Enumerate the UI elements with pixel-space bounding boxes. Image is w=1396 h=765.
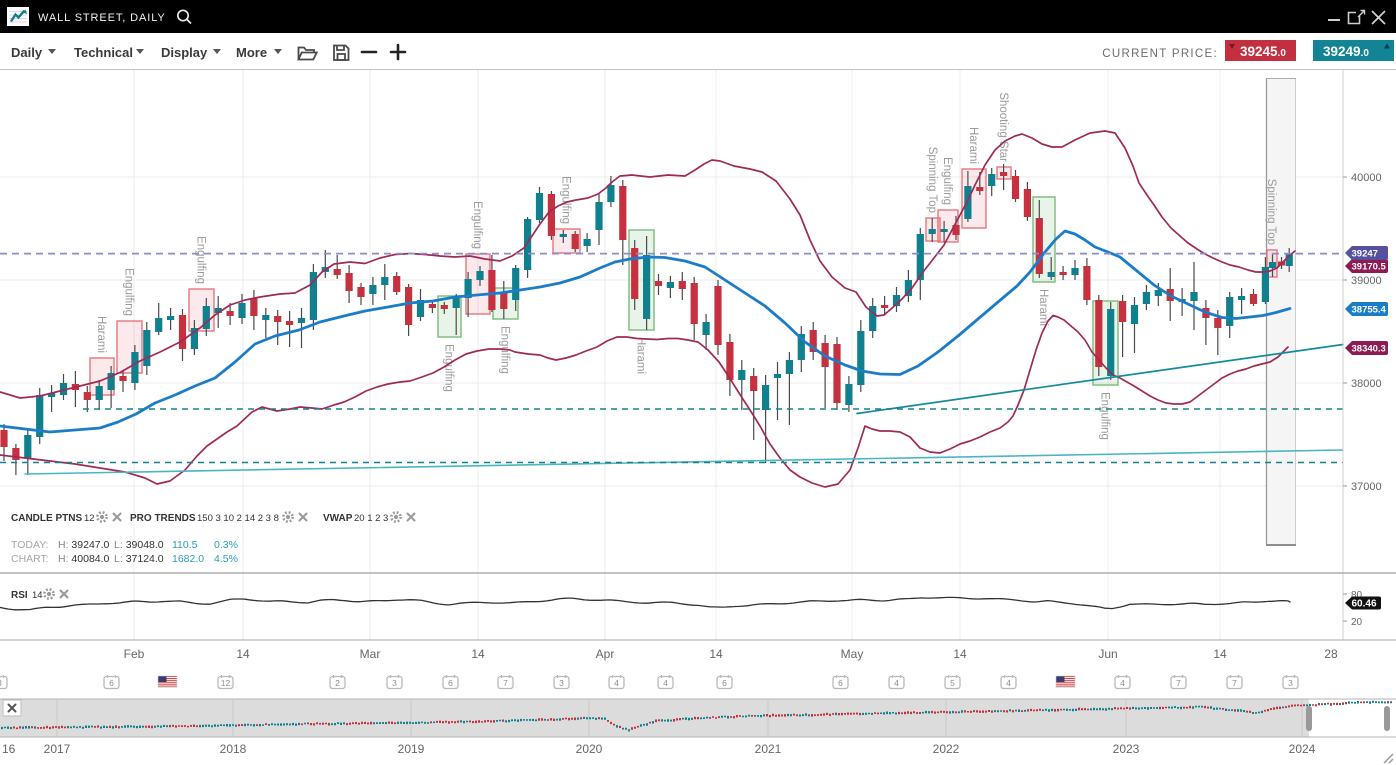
svg-text:Engulfing: Engulfing	[941, 157, 953, 205]
svg-text:Harami: Harami	[95, 316, 107, 353]
svg-text:RSI: RSI	[11, 590, 28, 601]
svg-text:3: 3	[1288, 678, 1293, 688]
svg-text:CHART:: CHART:	[11, 553, 49, 565]
svg-text:Feb: Feb	[124, 647, 145, 661]
svg-text:Harami: Harami	[967, 127, 979, 164]
svg-text:Harami: Harami	[635, 337, 647, 374]
svg-text:110.5: 110.5	[172, 539, 198, 551]
svg-text:2018: 2018	[220, 742, 247, 756]
svg-text:3: 3	[559, 678, 564, 688]
svg-text:Apr: Apr	[596, 647, 615, 661]
svg-text:VWAP: VWAP	[323, 513, 353, 524]
svg-text:4: 4	[894, 678, 899, 688]
svg-text:Mar: Mar	[360, 647, 381, 661]
svg-text:Engulfing: Engulfing	[123, 268, 135, 316]
svg-text:Jun: Jun	[1098, 647, 1117, 661]
svg-text:39000: 39000	[1351, 275, 1382, 287]
svg-text:4.5%: 4.5%	[214, 553, 238, 565]
svg-text:7: 7	[1232, 678, 1237, 688]
svg-text:7: 7	[503, 678, 508, 688]
svg-text:38340.3: 38340.3	[1352, 344, 1386, 355]
svg-text:80: 80	[1351, 590, 1363, 601]
svg-text:28: 28	[1324, 647, 1338, 661]
svg-text:6: 6	[838, 678, 843, 688]
svg-text:39170.5: 39170.5	[1352, 262, 1387, 273]
svg-text:Engulfing: Engulfing	[1099, 392, 1111, 440]
svg-text:Spinning Top: Spinning Top	[926, 147, 938, 213]
svg-text:2021: 2021	[755, 742, 782, 756]
svg-text:2019: 2019	[398, 742, 425, 756]
svg-text:14: 14	[236, 647, 250, 661]
svg-text:PRO TRENDS: PRO TRENDS	[130, 513, 196, 524]
svg-text:TODAY:: TODAY:	[11, 539, 49, 551]
svg-text:2022: 2022	[933, 742, 960, 756]
svg-text:Engulfing: Engulfing	[471, 201, 483, 249]
svg-text:7: 7	[1176, 678, 1181, 688]
svg-text:14: 14	[953, 647, 967, 661]
svg-text:39249.0: 39249.0	[1323, 44, 1369, 59]
svg-text:2020: 2020	[576, 742, 603, 756]
svg-text:0.3%: 0.3%	[214, 539, 238, 551]
svg-text:14: 14	[1213, 647, 1227, 661]
svg-text:May: May	[841, 647, 864, 661]
svg-text:38755.4: 38755.4	[1352, 305, 1387, 316]
svg-text:Spinning Top: Spinning Top	[1265, 179, 1277, 245]
svg-text:2017: 2017	[44, 742, 71, 756]
svg-text:5: 5	[950, 678, 955, 688]
svg-text:6: 6	[722, 678, 727, 688]
svg-text:14: 14	[471, 647, 485, 661]
svg-text:14: 14	[32, 590, 43, 601]
svg-text:H: 40084.0: H: 40084.0	[58, 553, 110, 565]
svg-text:3: 3	[392, 678, 397, 688]
svg-text:6: 6	[109, 678, 114, 688]
svg-text:WALL STREET, DAILY: WALL STREET, DAILY	[38, 12, 166, 24]
svg-text:4: 4	[663, 678, 668, 688]
svg-text:60.46: 60.46	[1352, 599, 1377, 610]
svg-text:L: 39048.0: L: 39048.0	[114, 539, 164, 551]
svg-text:16: 16	[2, 742, 16, 756]
svg-text:4: 4	[1120, 678, 1125, 688]
svg-text:39247: 39247	[1352, 249, 1378, 260]
svg-text:20: 20	[1351, 617, 1363, 628]
svg-text:2: 2	[335, 678, 340, 688]
svg-text:1682.0: 1682.0	[172, 553, 204, 565]
svg-text:2024: 2024	[1289, 742, 1316, 756]
svg-text:Engulfing: Engulfing	[560, 176, 572, 224]
svg-text:6: 6	[448, 678, 453, 688]
svg-text:Engulfing: Engulfing	[195, 236, 207, 284]
svg-text:Display: Display	[161, 45, 208, 60]
svg-text:L: 37124.0: L: 37124.0	[114, 553, 164, 565]
svg-text:150 3 10 2 14 2 3 8: 150 3 10 2 14 2 3 8	[197, 513, 279, 524]
svg-text:Technical: Technical	[74, 45, 133, 60]
svg-text:38000: 38000	[1351, 378, 1382, 390]
svg-text:2023: 2023	[1113, 742, 1140, 756]
svg-text:CURRENT PRICE:: CURRENT PRICE:	[1102, 48, 1218, 60]
svg-text:H: 39247.0: H: 39247.0	[58, 539, 110, 551]
svg-text:20 1 2 3: 20 1 2 3	[354, 513, 388, 524]
svg-text:Shooting Star: Shooting Star	[997, 92, 1009, 162]
svg-text:39245.0: 39245.0	[1240, 44, 1286, 59]
svg-text:Daily: Daily	[11, 45, 43, 60]
svg-text:4: 4	[614, 678, 619, 688]
svg-text:40000: 40000	[1351, 172, 1382, 184]
svg-text:More: More	[236, 45, 267, 60]
svg-text:12: 12	[84, 513, 95, 524]
svg-text:CANDLE PTNS: CANDLE PTNS	[11, 513, 82, 524]
svg-text:4: 4	[1006, 678, 1011, 688]
svg-text:37000: 37000	[1351, 481, 1382, 493]
svg-text:Harami: Harami	[1037, 289, 1049, 326]
svg-text:3: 3	[0, 678, 2, 688]
svg-text:12: 12	[221, 678, 231, 688]
svg-text:Engulfing: Engulfing	[443, 344, 455, 392]
svg-text:14: 14	[709, 647, 723, 661]
